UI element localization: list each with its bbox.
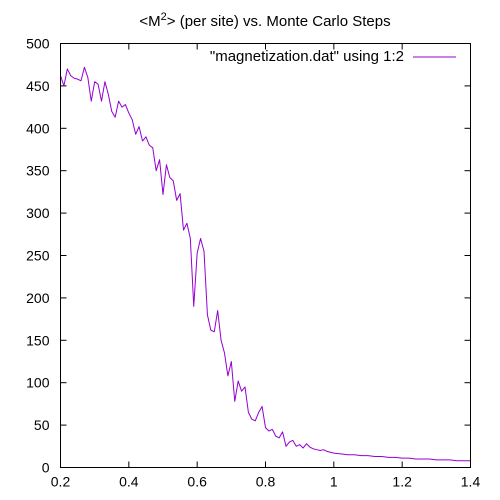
x-tick-label: 0.6 — [187, 474, 207, 490]
chart-title-superscript: 2 — [161, 11, 167, 23]
y-tick-label: 0 — [42, 460, 50, 476]
x-tick-label: 1.2 — [392, 474, 412, 490]
y-tick-label: 200 — [26, 290, 50, 306]
y-tick-label: 400 — [26, 120, 50, 136]
y-tick-label: 350 — [26, 163, 50, 179]
series-line-0 — [60, 66, 471, 462]
legend: "magnetization.dat" using 1:2 — [210, 48, 456, 65]
y-tick-label: 450 — [26, 78, 50, 94]
plot-series — [60, 66, 471, 462]
x-tick-label: 1 — [330, 474, 338, 490]
plot-axes: 0 50 100 150 200 250 300 350 400 450 500 0.2 0.4 0.6 0… — [26, 36, 480, 490]
legend-label: "magnetization.dat" using 1:2 — [210, 48, 404, 65]
x-tick-label: 0.2 — [51, 474, 71, 490]
chart-title-start: <M — [139, 13, 160, 30]
y-tick-label: 50 — [34, 417, 50, 433]
plot-frame — [60, 43, 471, 468]
x-tick-label: 0.4 — [119, 474, 139, 490]
y-tick-label: 150 — [26, 332, 50, 348]
chart-title-end: > (per site) vs. Monte Carlo Steps — [167, 13, 391, 30]
y-tick-label: 500 — [26, 36, 50, 52]
chart-title: <M2> (per site) vs. Monte Carlo Steps — [139, 11, 390, 30]
y-tick-label: 300 — [26, 205, 50, 221]
x-tick-label: 1.4 — [461, 474, 481, 490]
x-tick-label: 0.8 — [256, 474, 276, 490]
y-tick-label: 100 — [26, 375, 50, 391]
y-tick-label: 250 — [26, 248, 50, 264]
